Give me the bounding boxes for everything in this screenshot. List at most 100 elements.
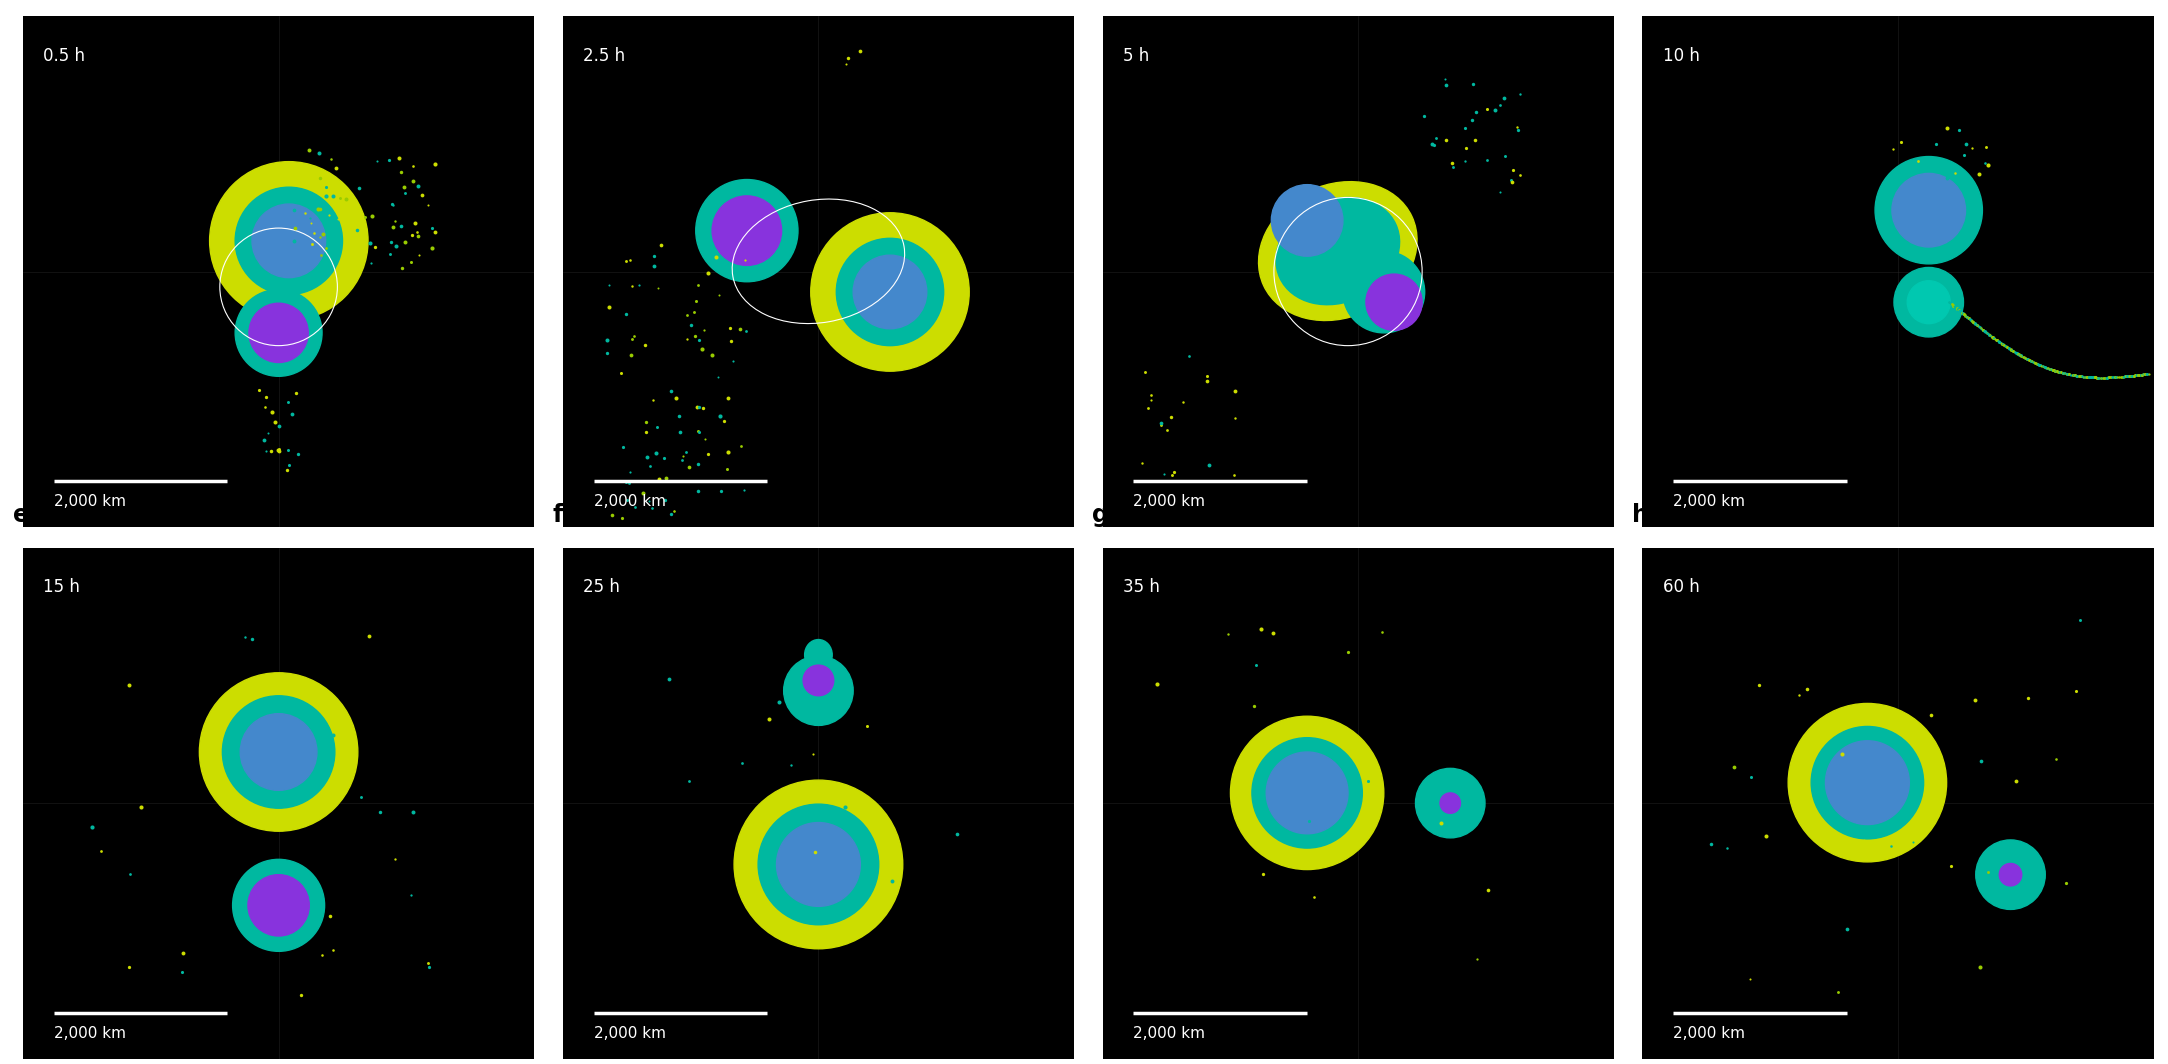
Point (1958, 316, 1992, 333)
Point (1945, 303, 1979, 320)
Point (1966, 321, 2001, 338)
Circle shape (232, 860, 325, 951)
Point (637, 248, 672, 265)
Circle shape (1366, 275, 1422, 330)
Point (1149, 421, 1184, 438)
Point (672, 772, 707, 789)
Circle shape (1893, 173, 1966, 247)
Point (165, 964, 199, 981)
Point (262, 440, 297, 458)
Point (2116, 367, 2151, 384)
Point (375, 196, 410, 213)
Point (2092, 369, 2127, 386)
Point (2068, 368, 2103, 385)
Point (1938, 300, 1973, 317)
Point (2027, 359, 2062, 376)
Point (2010, 350, 2044, 367)
Point (2073, 369, 2107, 386)
Point (1960, 316, 1995, 333)
Point (1964, 321, 1999, 338)
Circle shape (1895, 267, 1964, 337)
Point (1964, 752, 1999, 769)
Point (2023, 356, 2057, 373)
Point (642, 279, 676, 296)
Circle shape (1440, 793, 1461, 813)
Circle shape (1231, 716, 1383, 869)
Point (312, 908, 347, 925)
Point (2103, 368, 2138, 385)
Point (692, 265, 726, 282)
Point (2109, 368, 2144, 385)
Point (2070, 368, 2105, 385)
Point (1953, 312, 1988, 329)
Point (2068, 368, 2103, 385)
Point (1988, 337, 2023, 354)
Point (2040, 750, 2075, 767)
Point (692, 446, 726, 463)
Point (1778, 805, 1812, 822)
Circle shape (1789, 703, 1947, 862)
Point (2057, 367, 2092, 384)
Point (2081, 369, 2116, 386)
Point (2021, 355, 2055, 372)
Point (2012, 689, 2047, 706)
Point (2038, 362, 2073, 379)
Circle shape (696, 180, 798, 282)
Text: 2,000 km: 2,000 km (1134, 494, 1205, 510)
Point (1938, 165, 1973, 182)
Circle shape (210, 162, 369, 320)
Point (2042, 364, 2077, 381)
Point (301, 170, 336, 187)
Point (2118, 367, 2153, 384)
Point (2057, 367, 2092, 384)
Point (709, 461, 744, 478)
Point (2127, 366, 2161, 383)
Point (397, 803, 431, 820)
Point (1930, 119, 1964, 136)
Point (2005, 348, 2040, 365)
Point (2066, 368, 2101, 385)
Point (2049, 365, 2083, 382)
Point (627, 336, 661, 353)
Point (1949, 136, 1984, 153)
Text: 2.5 h: 2.5 h (583, 47, 624, 65)
Point (2003, 347, 2038, 364)
Point (2125, 366, 2159, 383)
Point (301, 201, 336, 218)
Point (2062, 368, 2096, 385)
Point (2031, 360, 2066, 377)
Point (2060, 367, 2094, 384)
Point (2010, 350, 2044, 367)
Point (2086, 369, 2120, 386)
Point (2131, 365, 2166, 382)
Point (713, 319, 748, 336)
Point (412, 197, 447, 214)
Point (293, 210, 327, 227)
Point (295, 235, 330, 252)
Point (1938, 298, 1973, 315)
Point (1975, 329, 2010, 346)
Text: 60 h: 60 h (1663, 578, 1700, 596)
Point (1947, 305, 1982, 322)
Point (1992, 340, 2027, 358)
Point (1156, 466, 1190, 483)
Point (2036, 362, 2070, 379)
Point (711, 389, 746, 406)
Point (1932, 295, 1966, 312)
Point (262, 417, 297, 434)
Point (1331, 644, 1366, 661)
Point (1897, 833, 1932, 850)
Point (2090, 369, 2125, 386)
Point (1986, 335, 2021, 352)
Point (1969, 325, 2003, 342)
Point (319, 160, 353, 177)
Point (1962, 319, 1997, 336)
Point (399, 223, 434, 240)
Point (1418, 130, 1453, 147)
Point (2101, 368, 2135, 385)
Point (2057, 367, 2092, 384)
Point (1132, 399, 1166, 416)
Circle shape (234, 187, 343, 295)
Point (312, 206, 347, 223)
Point (1936, 297, 1971, 314)
